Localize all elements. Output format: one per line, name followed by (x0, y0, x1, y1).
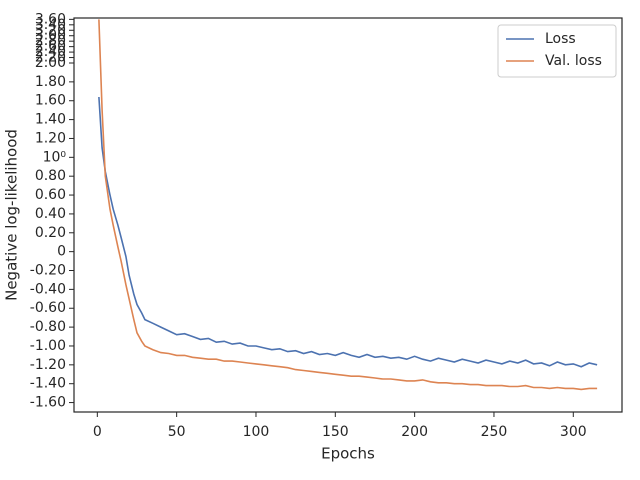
y-tick-label: 0.80 (35, 168, 66, 184)
x-tick-label: 50 (168, 424, 186, 440)
legend-label: Loss (545, 31, 576, 47)
x-tick-label: 100 (243, 424, 270, 440)
y-tick-label: 10⁰ (43, 149, 67, 165)
y-tick-label: 1.40 (35, 112, 66, 128)
x-tick-label: 250 (481, 424, 508, 440)
y-tick-label: 2.20 (35, 50, 66, 66)
y-tick-label: 1.80 (35, 74, 66, 90)
y-tick-label: -1.00 (30, 338, 66, 354)
y-tick-label: 0.40 (35, 206, 66, 222)
x-tick-label: 200 (401, 424, 428, 440)
y-tick-label: 2.80 (35, 33, 66, 49)
y-tick-label: 1.60 (35, 93, 66, 109)
y-tick-label: -0.80 (30, 319, 66, 335)
y-tick-label: 3.00 (35, 28, 66, 44)
y-tick-label: 0 (57, 244, 66, 260)
y-tick-label: -1.60 (30, 395, 66, 411)
y-tick-label: 0.60 (35, 187, 66, 203)
y-tick-label: 2.60 (35, 39, 66, 55)
x-tick-label: 0 (93, 424, 102, 440)
x-tick-label: 150 (322, 424, 349, 440)
y-tick-label: 0.20 (35, 225, 66, 241)
y-tick-label: 3.40 (35, 17, 66, 33)
legend-box (497, 24, 617, 78)
y-axis-label: Negative log-likelihood (3, 129, 21, 301)
plot-frame (73, 17, 623, 413)
y-tick-label: -0.60 (30, 300, 66, 316)
y-tick-label: -0.40 (30, 281, 66, 297)
line-series (98, 19, 598, 391)
y-tick-label: -1.20 (30, 357, 66, 373)
legend-label: Val. loss (545, 53, 602, 69)
y-tick-label: 3.60 (35, 11, 66, 27)
x-axis-label: Epochs (321, 445, 375, 463)
y-tick-label: 3.20 (35, 22, 66, 38)
y-tick-label: -0.20 (30, 263, 66, 279)
y-tick-label: 1.20 (35, 130, 66, 146)
y-tick-label: 2.00 (35, 55, 66, 71)
y-tick-label: 2.40 (35, 44, 66, 60)
line-series (98, 96, 598, 368)
y-tick-label: -1.40 (30, 376, 66, 392)
x-tick-label: 300 (560, 424, 587, 440)
